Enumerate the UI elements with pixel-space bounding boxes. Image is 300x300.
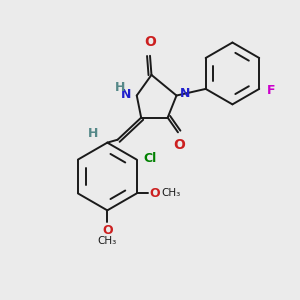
Text: CH₃: CH₃ (98, 236, 117, 246)
Text: N: N (121, 88, 131, 100)
Text: O: O (102, 224, 112, 237)
Text: N: N (180, 87, 190, 100)
Text: O: O (149, 187, 160, 200)
Text: H: H (88, 127, 98, 140)
Text: O: O (144, 35, 156, 49)
Text: F: F (267, 84, 275, 97)
Text: Cl: Cl (143, 152, 156, 165)
Text: H: H (116, 81, 126, 94)
Text: CH₃: CH₃ (161, 188, 181, 198)
Text: O: O (173, 138, 185, 152)
